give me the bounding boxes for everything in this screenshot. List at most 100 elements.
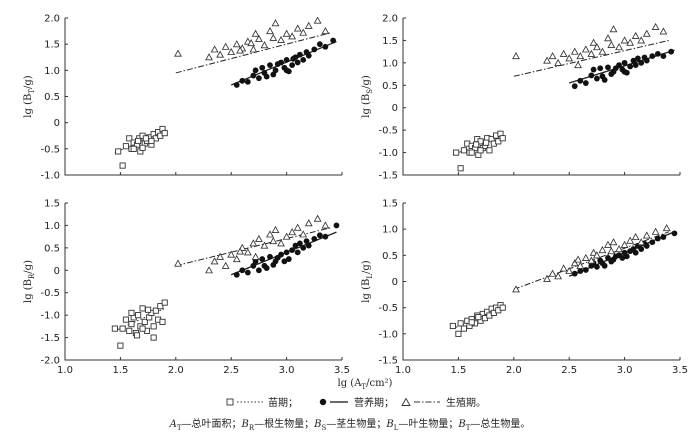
axis-lines — [402, 203, 680, 361]
data-point-reproductive — [269, 237, 278, 245]
data-point-reproductive — [277, 239, 285, 247]
axis-lines — [64, 18, 342, 176]
data-point-reproductive — [581, 45, 590, 53]
data-point-vegetative — [322, 233, 329, 240]
data-point-seedling — [122, 143, 129, 150]
data-point-vegetative — [311, 235, 318, 242]
data-point-reproductive — [260, 41, 269, 49]
data-point-reproductive — [626, 236, 635, 244]
data-point-reproductive — [205, 53, 213, 61]
data-point-vegetative — [283, 56, 290, 63]
data-point-reproductive — [598, 47, 607, 55]
data-point-vegetative — [660, 53, 667, 60]
data-point-vegetative — [601, 77, 608, 83]
data-point-seedling — [457, 320, 464, 327]
data-point-vegetative — [634, 55, 641, 62]
data-point-vegetative — [654, 50, 661, 57]
data-point-reproductive — [512, 285, 520, 293]
data-point-reproductive — [227, 47, 236, 56]
data-point-seedling — [142, 135, 149, 142]
data-point-vegetative — [597, 65, 604, 72]
fit-line-triangle — [513, 39, 670, 77]
y-tick-label: 0 — [392, 277, 398, 288]
data-point-reproductive — [221, 261, 230, 269]
x-tick-label: 1.5 — [450, 365, 466, 376]
data-point-vegetative — [605, 64, 611, 71]
data-point-reproductive — [609, 25, 618, 33]
data-point-reproductive — [651, 227, 660, 235]
data-point-seedling — [135, 137, 142, 145]
y-axis-title: lg (BT/g) — [23, 75, 36, 117]
data-point-vegetative — [582, 267, 589, 273]
data-point-vegetative — [305, 52, 312, 59]
fit-line-dot — [230, 231, 337, 276]
data-point-reproductive — [651, 22, 660, 30]
data-point-reproductive — [512, 52, 520, 60]
data-point-vegetative — [590, 66, 597, 73]
data-point-seedling — [150, 323, 157, 330]
data-point-vegetative — [256, 75, 262, 82]
data-point-vegetative — [623, 253, 630, 260]
axis-lines — [64, 203, 342, 361]
x-tick-label: 3.0 — [617, 365, 633, 376]
y-axis-title: lg (BL/g) — [361, 260, 374, 302]
data-point-vegetative — [630, 57, 637, 64]
data-point-reproductive — [243, 248, 252, 256]
data-point-reproductive — [313, 16, 322, 24]
legend-square-icon — [226, 398, 234, 406]
data-point-vegetative — [632, 249, 639, 256]
data-point-reproductive — [293, 223, 302, 231]
data-point-vegetative — [571, 270, 578, 277]
data-point-vegetative — [330, 37, 337, 44]
legend-seedling-label: 苗期； — [268, 397, 298, 409]
data-point-vegetative — [250, 262, 257, 269]
data-point-vegetative — [668, 48, 675, 55]
data-point-seedling — [161, 299, 168, 306]
data-point-vegetative — [239, 267, 246, 274]
data-point-vegetative — [632, 62, 639, 68]
data-point-seedling — [460, 325, 467, 332]
data-point-vegetative — [233, 271, 240, 278]
data-point-vegetative — [292, 242, 299, 249]
data-point-vegetative — [281, 258, 288, 265]
data-point-vegetative — [233, 82, 240, 88]
data-point-reproductive — [227, 250, 236, 258]
data-point-vegetative — [577, 77, 584, 84]
data-point-reproductive — [304, 21, 313, 29]
data-point-reproductive — [269, 33, 278, 41]
data-point-vegetative — [577, 268, 584, 274]
chart-panel-top-left: 2.0 1.5 1.0 0.5 0 -0.5 -1.0 lg (BT/g) — [23, 14, 343, 182]
data-point-reproductive — [604, 240, 612, 248]
data-point-seedling — [133, 332, 141, 339]
data-point-reproductive — [249, 239, 258, 247]
data-point-reproductive — [251, 252, 260, 260]
data-point-reproductive — [236, 247, 244, 255]
data-point-vegetative — [660, 234, 667, 240]
data-point-vegetative — [274, 61, 281, 67]
y-tick-label: 1.5 — [382, 199, 398, 210]
data-point-reproductive — [615, 43, 623, 51]
data-point-vegetative — [594, 263, 600, 270]
data-point-vegetative — [263, 265, 270, 271]
x-tick-label: 2.5 — [561, 365, 577, 376]
data-point-reproductive — [210, 45, 219, 53]
data-point-reproductive — [266, 230, 274, 238]
data-point-vegetative — [619, 255, 626, 261]
data-point-vegetative — [582, 80, 589, 86]
data-point-reproductive — [570, 47, 579, 55]
chart-panel-bottom-left: 1.51.00.50-0.5-1.0-1.5-2.01.0 1.5 2.0 2.5 3.… — [23, 199, 350, 377]
data-point-reproductive — [543, 56, 551, 64]
data-point-seedling — [148, 137, 155, 145]
y-tick-label: 1.5 — [44, 199, 60, 210]
data-point-vegetative — [322, 43, 329, 50]
data-point-reproductive — [637, 238, 646, 246]
data-point-seedling — [499, 304, 506, 311]
data-point-reproductive — [304, 219, 313, 227]
data-point-reproductive — [216, 50, 225, 58]
y-tick-label: -1.0 — [40, 311, 60, 322]
data-point-seedling — [455, 330, 462, 337]
figure-caption: AT—总叶面积；BR—根生物量；BS—茎生物量；BL—叶生物量；BT—总生物量。 — [169, 417, 531, 432]
data-point-seedling — [468, 319, 475, 326]
data-point-reproductive — [642, 231, 651, 239]
data-point-reproductive — [277, 35, 285, 44]
